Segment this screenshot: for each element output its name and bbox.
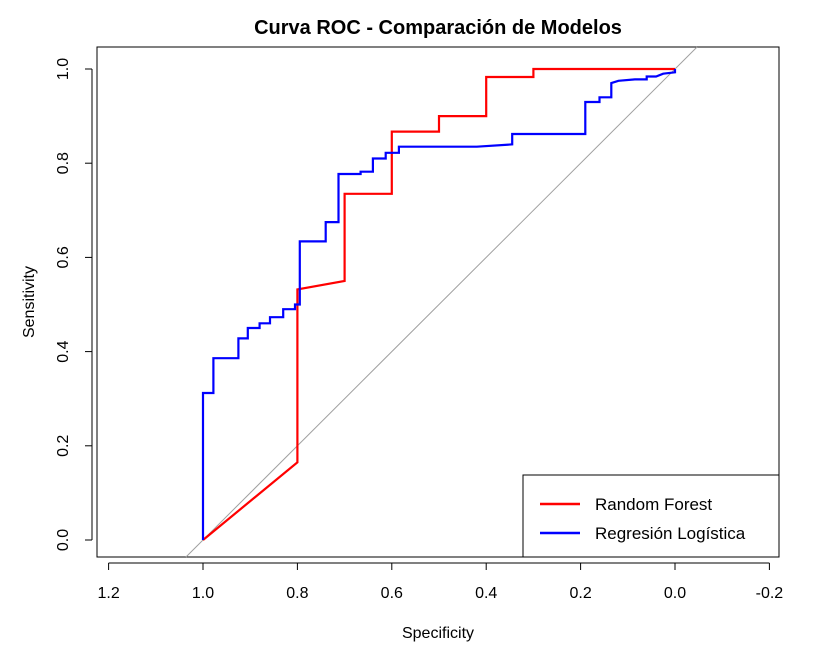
plot-frame: [96, 46, 780, 558]
y-tick-label: 0.4: [55, 340, 72, 362]
y-tick-label: 1.0: [55, 58, 72, 80]
series-line-regresion-logistica: [201, 69, 677, 540]
x-tick-label: 0.4: [475, 585, 497, 602]
x-tick-label: 1.2: [97, 585, 119, 602]
y-tick-label: 0.8: [55, 152, 72, 174]
chart-title: Curva ROC - Comparación de Modelos: [254, 17, 622, 39]
x-tick-label: 1.0: [192, 585, 214, 602]
x-axis: 1.2 1.0 0.8 0.6 0.4 0.2 0.0 -0.2: [97, 562, 784, 602]
y-tick-label: 0.0: [55, 529, 72, 551]
y-axis: 0.0 0.2 0.4 0.6 0.8 1.0: [55, 58, 93, 551]
x-tick-label: 0.8: [286, 585, 308, 602]
x-tick-label: -0.2: [756, 585, 784, 602]
y-axis-label: Sensitivity: [21, 266, 38, 338]
legend-label-regresion-logistica: Regresión Logística: [595, 524, 746, 543]
series-line-random-forest: [202, 67, 675, 541]
x-axis-label: Specificity: [402, 625, 474, 642]
legend-label-random-forest: Random Forest: [595, 495, 712, 514]
x-tick-label: 0.2: [569, 585, 591, 602]
y-tick-label: 0.6: [55, 246, 72, 268]
y-tick-label: 0.2: [55, 435, 72, 457]
legend: Random Forest Regresión Logística: [522, 474, 780, 558]
x-tick-label: 0.0: [664, 585, 686, 602]
legend-box: [522, 474, 780, 558]
x-tick-label: 0.6: [381, 585, 403, 602]
series-layer: [201, 67, 677, 541]
reference-diagonal: [185, 46, 698, 558]
